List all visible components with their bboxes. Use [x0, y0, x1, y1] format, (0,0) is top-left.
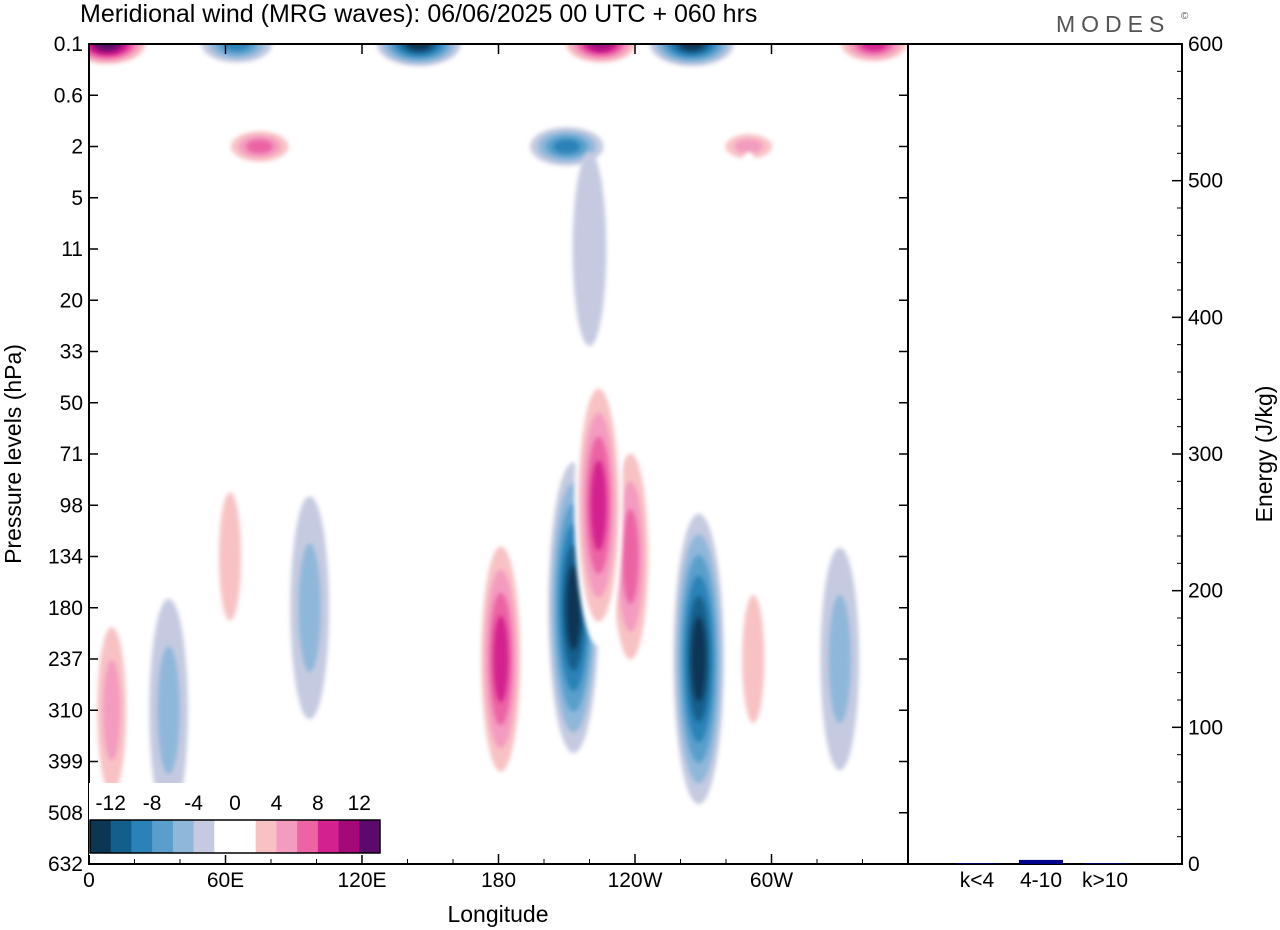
colorbar-label: -8	[143, 792, 162, 815]
energy-axis-label: Energy (J/kg)	[1251, 386, 1277, 523]
colorbar-swatch	[131, 820, 153, 853]
energy-bar	[1083, 863, 1127, 864]
energy-panel: 0 100 200 300 400 500 600 k<4 4-10 k>10 Energy (…	[907, 33, 1277, 892]
pressure-axis: 0.1 0.6 2 5 11 20 33 50 71 98 134 180 237 310 399 508 63…	[48, 33, 908, 876]
contour-region	[298, 543, 321, 672]
colorbar-swatch	[152, 820, 174, 853]
colorbar-swatch	[235, 820, 257, 853]
y-tick-label: 11	[61, 238, 83, 261]
contour-region	[157, 646, 180, 775]
y-tick-label: 237	[48, 648, 83, 671]
colorbar-swatch	[297, 820, 319, 853]
contour-region	[622, 509, 639, 604]
contour-region	[868, 562, 903, 756]
y-tick-label: 310	[48, 699, 83, 722]
x-tick-label: 60E	[207, 869, 244, 892]
y-tick-label: 0.6	[54, 84, 83, 107]
colorbar-swatch	[338, 820, 360, 853]
contour-region	[590, 460, 607, 551]
contour-region	[493, 615, 509, 703]
colorbar-swatch	[214, 820, 236, 853]
chart-title: Meridional wind (MRG waves): 06/06/2025 …	[80, 0, 757, 28]
contour-region	[828, 594, 851, 724]
contour-region	[572, 152, 607, 346]
x-axis-label: Longitude	[447, 901, 548, 927]
x-tick-label: 120W	[608, 869, 663, 892]
energy-tick-label: 300	[1188, 443, 1223, 466]
wavenumber-label: k>10	[1082, 869, 1128, 892]
energy-tick-label: 400	[1188, 306, 1223, 329]
energy-tick-label: 100	[1188, 716, 1223, 739]
longitude-axis: 0 60E 120E 180 120W 60W	[83, 44, 863, 892]
energy-tick-label: 0	[1188, 853, 1200, 876]
contour-region	[246, 139, 273, 154]
contour-region	[734, 139, 763, 154]
colorbar-swatch	[193, 820, 215, 853]
y-tick-label: 632	[48, 853, 83, 876]
wavenumber-axis: k<4 4-10 k>10	[960, 869, 1128, 892]
y-tick-label: 50	[60, 392, 83, 415]
colorbar-label: -12	[96, 792, 126, 815]
contour-region	[588, 44, 613, 51]
contour-region	[731, 152, 766, 346]
heatmap-field	[89, 44, 908, 827]
y-tick-label: 33	[60, 341, 83, 364]
colorbar-swatch	[110, 820, 132, 853]
colorbar-label: -4	[184, 792, 203, 815]
energy-bar	[1019, 859, 1063, 864]
colorbar-swatch	[90, 820, 112, 853]
x-tick-label: 60W	[750, 869, 793, 892]
colorbar-label: 12	[348, 792, 371, 815]
contour-region	[861, 44, 887, 51]
x-tick-label: 180	[481, 869, 516, 892]
y-tick-label: 0.1	[54, 33, 83, 56]
y-tick-label: 71	[60, 443, 83, 466]
contour-region	[566, 565, 581, 651]
contour-region	[742, 594, 765, 724]
y-tick-label: 20	[60, 289, 83, 312]
y-tick-label: 134	[48, 546, 83, 569]
colorbar-swatch	[317, 820, 340, 853]
contour-region	[218, 492, 242, 621]
energy-tick-label: 500	[1188, 170, 1223, 193]
energy-bar	[955, 863, 999, 864]
contour-region	[406, 44, 432, 51]
colorbar-swatch	[255, 820, 277, 853]
wavenumber-label: 4-10	[1020, 869, 1062, 892]
colorbar-swatch	[276, 820, 298, 853]
contour-region	[224, 44, 250, 51]
y-tick-label: 508	[48, 802, 83, 825]
x-tick-label: 120E	[337, 869, 386, 892]
colorbar-label: 4	[271, 792, 283, 815]
y-tick-label: 5	[71, 187, 83, 210]
y-tick-label: 98	[60, 494, 83, 517]
y-axis-label: Pressure levels (hPa)	[0, 344, 26, 564]
energy-tick-label: 600	[1188, 33, 1223, 56]
x-tick-label: 0	[83, 869, 95, 892]
y-tick-label: 2	[71, 136, 83, 159]
contour-region	[553, 139, 581, 154]
colorbar-label: 8	[312, 792, 324, 815]
brand-mark: ©	[1181, 11, 1189, 22]
colorbar-frame	[89, 819, 381, 854]
contour-region	[103, 659, 121, 761]
brand-logo: MODES	[1056, 11, 1170, 37]
colorbar-legend: -12 -8 -4 0 4 8 12	[89, 783, 382, 855]
colorbar-swatch	[359, 820, 381, 853]
colorbar-label: 0	[229, 792, 241, 815]
contour-region	[95, 44, 119, 51]
y-tick-label: 180	[48, 597, 83, 620]
y-tick-label: 399	[48, 751, 83, 774]
energy-axis: 0 100 200 300 400 500 600	[1172, 33, 1223, 876]
energy-tick-label: 200	[1188, 580, 1223, 603]
colorbar-swatch	[172, 820, 195, 853]
energy-frame	[907, 43, 1183, 865]
contour-region	[691, 616, 706, 702]
contour-region	[679, 44, 705, 51]
wavenumber-label: k<4	[960, 869, 995, 892]
